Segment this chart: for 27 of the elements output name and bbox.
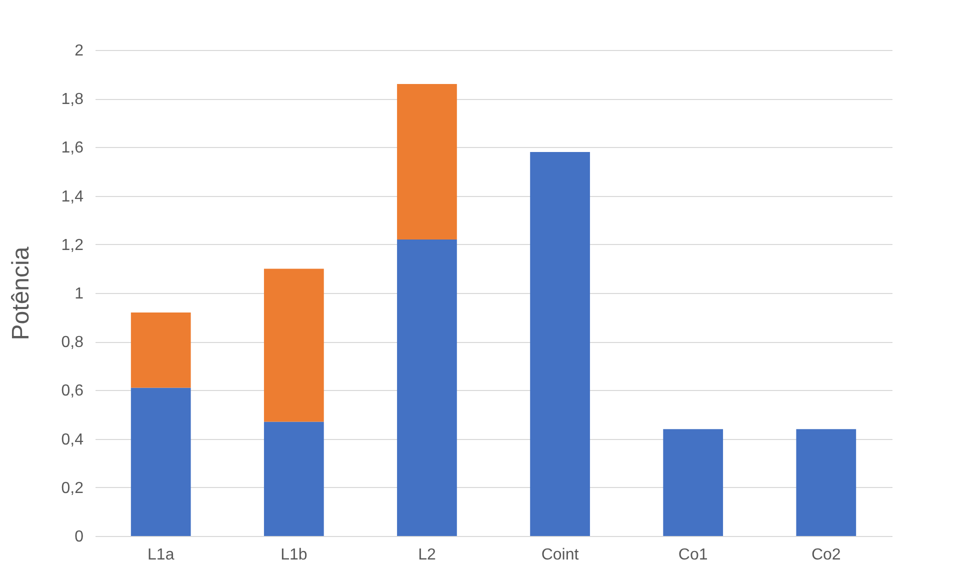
y-tick-label: 1 xyxy=(74,286,84,302)
bar xyxy=(264,422,324,536)
bar xyxy=(264,268,324,422)
bar xyxy=(530,152,590,536)
x-tick-label: L1b xyxy=(280,546,308,564)
x-tick-label: Coint xyxy=(541,546,580,564)
bar xyxy=(796,429,856,536)
bar xyxy=(130,312,191,388)
y-tick-label: 0,4 xyxy=(61,431,84,448)
x-tick-label: Co1 xyxy=(678,546,708,564)
y-tick-label: 0,2 xyxy=(61,480,84,497)
x-tick-label: Co2 xyxy=(811,546,841,564)
bar xyxy=(663,429,724,536)
x-tick-label: L1a xyxy=(148,546,174,564)
y-tick-label: 0,8 xyxy=(61,334,84,352)
y-tick-label: 1,6 xyxy=(61,140,84,157)
bar xyxy=(397,240,457,536)
y-tick-label: 0 xyxy=(74,528,84,546)
x-tick-label: L2 xyxy=(418,546,436,564)
y-tick-label: 1,8 xyxy=(61,91,84,108)
bar xyxy=(130,388,191,536)
y-tick-label: 0,6 xyxy=(61,382,84,400)
bar xyxy=(397,84,457,240)
y-tick-label: 1,4 xyxy=(61,188,84,206)
y-tick-label: 1,2 xyxy=(61,236,84,254)
y-tick-label: 2 xyxy=(74,42,84,60)
y-axis-title: Potência xyxy=(7,246,34,340)
